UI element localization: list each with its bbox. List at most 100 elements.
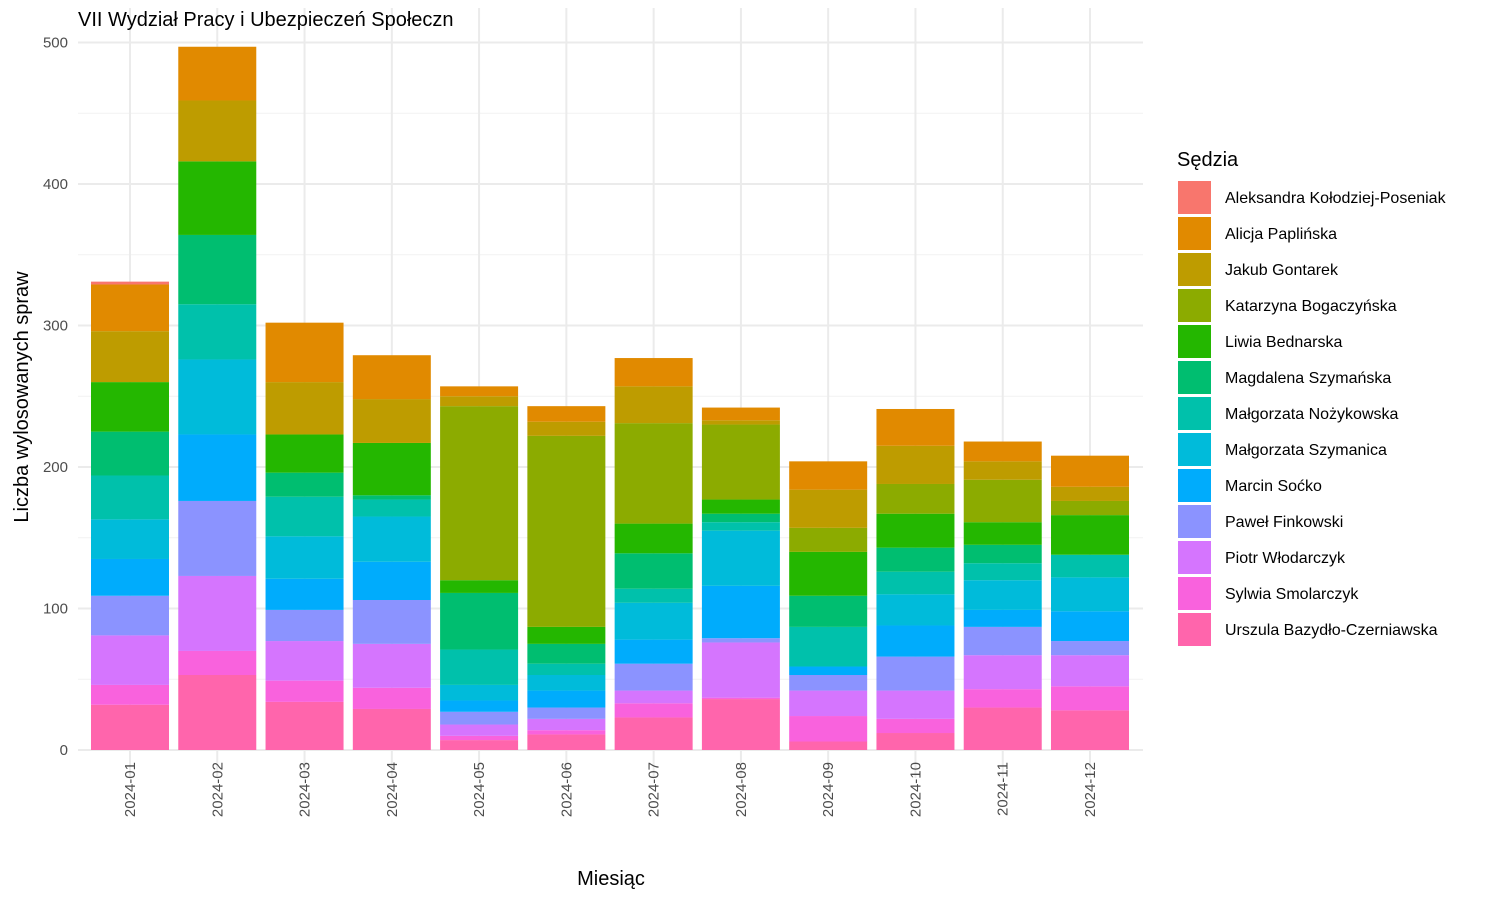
bar-segment <box>352 708 431 750</box>
bar-segment <box>178 46 257 101</box>
bar-segment <box>178 675 257 750</box>
bar-segment <box>701 638 780 643</box>
bar-segment <box>963 479 1042 523</box>
bar-segment <box>614 639 693 664</box>
legend-swatch <box>1178 433 1211 466</box>
bar-segment <box>527 663 606 676</box>
y-tick-label: 500 <box>43 35 68 52</box>
bar-segment <box>614 588 693 603</box>
bar-segment <box>1051 611 1129 642</box>
bar-segment <box>527 675 606 691</box>
bar-segment <box>352 442 431 496</box>
bar-segment <box>265 680 344 702</box>
legend-swatch <box>1178 577 1211 610</box>
bar-segment <box>701 424 780 500</box>
x-tick-label: 2024-09 <box>820 762 837 817</box>
bar-segment <box>701 642 780 698</box>
bar-segment <box>614 423 693 524</box>
bar-segment <box>527 690 606 708</box>
bar-segment <box>876 547 955 572</box>
legend-label: Magdalena Szymańska <box>1225 370 1391 387</box>
bar-segment <box>440 649 519 685</box>
bar-segment <box>265 382 344 435</box>
bar-segment <box>352 499 431 517</box>
x-axis-ticks: 2024-01 2024-02 2024-03 2024-04 2024-05 2024-… <box>122 762 1099 817</box>
bar-segment <box>352 561 431 601</box>
bar-segment <box>789 527 868 552</box>
legend-swatch <box>1178 505 1211 538</box>
bar-segment <box>876 625 955 657</box>
bar-segment <box>1051 515 1129 555</box>
bar-segment <box>876 690 955 719</box>
bar-segment <box>352 643 431 688</box>
bar-segment <box>701 420 780 425</box>
bar-segment <box>876 594 955 626</box>
bar-segment <box>440 592 519 650</box>
bar-segment <box>91 595 169 636</box>
bar-segment <box>440 724 519 736</box>
bar-segment <box>91 431 169 476</box>
bar-segment <box>1051 686 1129 711</box>
bar-segment <box>1051 486 1129 501</box>
bar-segment <box>178 359 257 435</box>
bar-segment <box>876 513 955 548</box>
bar-segment <box>91 635 169 685</box>
legend-title: Sędzia <box>1177 149 1239 171</box>
bar-segment <box>701 499 780 514</box>
chart-title: VII Wydział Pracy i Ubezpieczeń Społeczn <box>78 9 454 31</box>
bar-segment <box>876 408 955 446</box>
legend-label: Katarzyna Bogaczyńska <box>1225 298 1397 315</box>
x-tick-label: 2024-10 <box>907 762 924 817</box>
y-tick-label: 400 <box>43 176 68 193</box>
x-tick-label: 2024-01 <box>122 762 139 817</box>
bar-segment <box>527 435 606 627</box>
x-tick-label: 2024-07 <box>646 762 663 817</box>
legend-swatch <box>1178 613 1211 646</box>
legend-swatch <box>1178 325 1211 358</box>
bar-segment <box>789 626 868 667</box>
x-tick-label: 2024-05 <box>471 762 488 817</box>
bar-segment <box>440 580 519 593</box>
bar-segment <box>527 626 606 644</box>
bar-segment <box>876 445 955 484</box>
bar-segment <box>265 641 344 681</box>
bar-segment <box>963 626 1042 656</box>
bar-segment <box>527 730 606 735</box>
bar-segment <box>1051 455 1129 487</box>
bar-segment <box>178 575 257 651</box>
bar-segment <box>789 551 868 596</box>
bar-segment <box>1051 500 1129 516</box>
bar-segment <box>527 734 606 750</box>
legend-swatch <box>1178 217 1211 250</box>
bar-segment <box>265 434 344 473</box>
legend-swatch <box>1178 541 1211 574</box>
bar-segment <box>352 516 431 562</box>
x-tick-label: 2024-06 <box>558 762 575 817</box>
bar-segment <box>614 717 693 750</box>
bar-segment <box>789 595 868 627</box>
bar-segment <box>527 406 606 422</box>
bar-segment <box>614 663 693 691</box>
bar-segment <box>701 513 780 523</box>
bar-segment <box>352 495 431 500</box>
x-tick-label: 2024-02 <box>209 762 226 817</box>
x-axis-title: Miesiąc <box>577 868 645 890</box>
bar-segment <box>527 707 606 719</box>
bar-segment <box>440 684 519 701</box>
bar-segment <box>963 563 1042 581</box>
bar-segment <box>614 703 693 718</box>
bar-segment <box>963 441 1042 462</box>
bar-segment <box>527 718 606 731</box>
bar-segment <box>701 585 780 639</box>
bar-segment <box>178 100 257 162</box>
bar-segment <box>440 740 519 750</box>
bar-segment <box>352 399 431 443</box>
bar-segment <box>876 483 955 514</box>
bar-segment <box>876 571 955 595</box>
bar-segment <box>91 331 169 383</box>
bar-segment <box>178 234 257 305</box>
bar-segment <box>789 716 868 742</box>
bar-segment <box>265 322 344 383</box>
bar-segment <box>614 386 693 424</box>
bar-segment <box>265 609 344 642</box>
